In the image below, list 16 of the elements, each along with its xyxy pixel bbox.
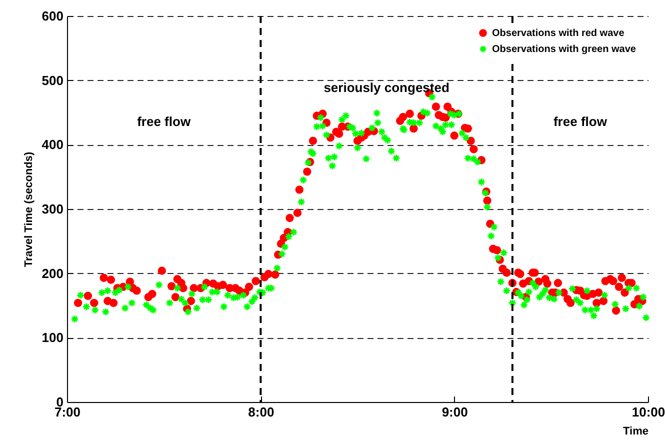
legend-label: Observations with red wave (492, 28, 625, 39)
y-tick-label: 400 (42, 137, 64, 152)
x-axis-title: Time (623, 426, 648, 438)
x-tick-label: 8:00 (248, 404, 274, 420)
annotation: seriously congested (324, 80, 450, 95)
y-axis-title: Travel Time (seconds) (22, 152, 35, 268)
y-tick-label: 500 (42, 72, 64, 88)
x-tick-label: 10:00 (632, 404, 665, 420)
y-tick-label: 200 (42, 266, 64, 281)
x-tick-label: 9:00 (442, 404, 468, 420)
annotation: free flow (553, 114, 608, 129)
legend-label: Observations with green wave (492, 44, 636, 55)
annotation: free flow (137, 114, 192, 129)
y-tick-label: 100 (42, 330, 64, 346)
y-tick-label: 600 (42, 8, 64, 24)
y-tick-label: 300 (42, 202, 64, 216)
